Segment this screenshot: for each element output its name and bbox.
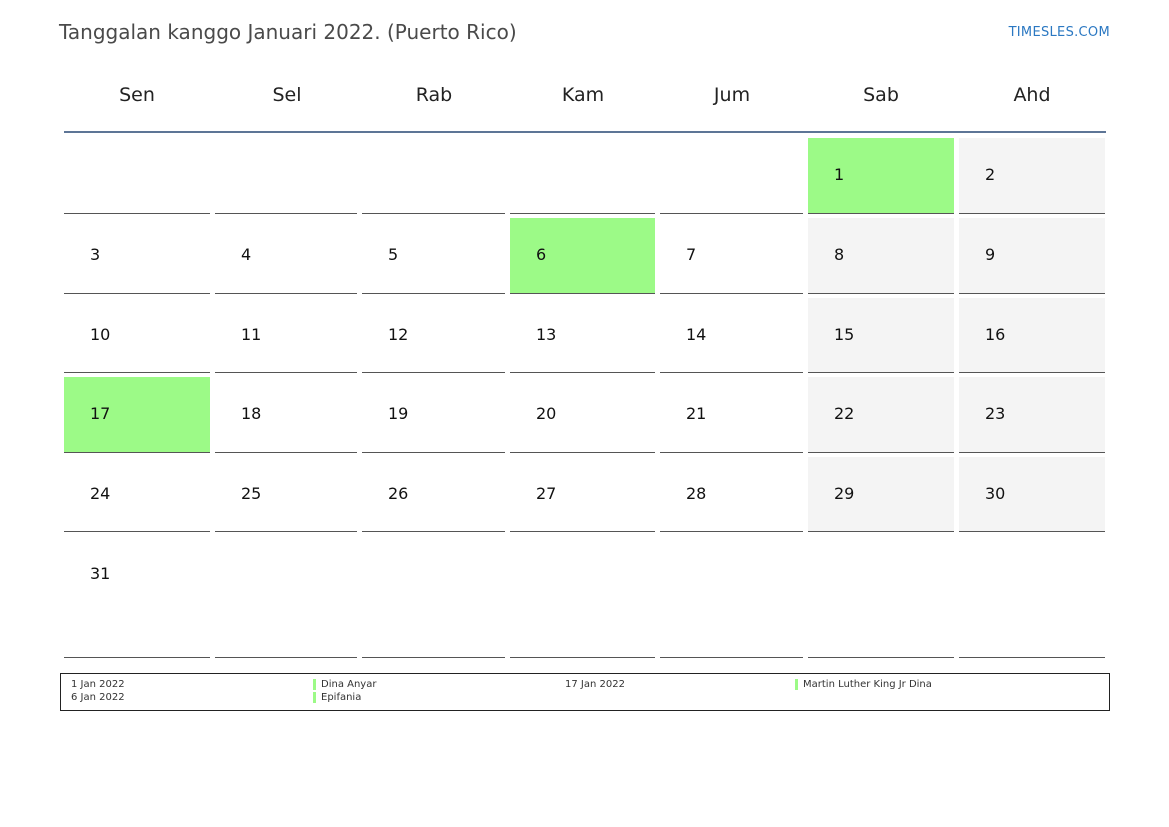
day-cell[interactable]: 26 xyxy=(362,457,505,532)
day-cell[interactable]: 22 xyxy=(808,377,954,453)
day-cell[interactable]: 21 xyxy=(660,377,803,453)
day-number: 11 xyxy=(241,325,262,344)
day-number: 8 xyxy=(834,245,845,264)
weekday-label: Kam xyxy=(561,84,605,106)
empty-cell xyxy=(362,138,505,214)
day-number: 3 xyxy=(90,245,101,264)
weekday-label: Sab xyxy=(863,84,899,106)
weekday-label: Sen xyxy=(119,84,155,106)
day-cell[interactable]: 1 xyxy=(808,138,954,214)
day-number: 28 xyxy=(686,484,707,503)
day-cell[interactable]: 18 xyxy=(215,377,357,453)
day-number: 22 xyxy=(834,404,855,423)
day-number: 26 xyxy=(388,484,409,503)
day-number: 7 xyxy=(686,245,697,264)
day-cell[interactable]: 24 xyxy=(64,457,210,532)
legend-date: 1 Jan 2022 xyxy=(71,679,125,690)
day-number: 13 xyxy=(536,325,557,344)
day-cell[interactable]: 16 xyxy=(959,298,1105,373)
day-cell[interactable]: 12 xyxy=(362,298,505,373)
empty-cell xyxy=(660,537,803,658)
empty-cell xyxy=(362,537,505,658)
empty-cell xyxy=(808,537,954,658)
day-cell[interactable]: 23 xyxy=(959,377,1105,453)
legend-holiday-name: Epifania xyxy=(321,692,362,703)
empty-cell xyxy=(215,138,357,214)
day-number: 17 xyxy=(90,404,111,423)
day-number: 29 xyxy=(834,484,855,503)
day-cell[interactable]: 14 xyxy=(660,298,803,373)
day-number: 1 xyxy=(834,165,845,184)
day-number: 16 xyxy=(985,325,1006,344)
weekday-label: Sel xyxy=(272,84,302,106)
weekday-header-row: Sen Sel Rab Kam Jum Sab Ahd xyxy=(64,84,1106,114)
day-number: 10 xyxy=(90,325,111,344)
site-link[interactable]: TIMESLES.COM xyxy=(1008,25,1110,40)
empty-cell xyxy=(510,138,655,214)
legend-color-marker xyxy=(313,692,316,703)
legend-date: 6 Jan 2022 xyxy=(71,692,125,703)
empty-cell xyxy=(510,537,655,658)
weekday-label: Jum xyxy=(713,84,751,106)
legend-color-marker xyxy=(795,679,798,690)
legend-holiday-name: Martin Luther King Jr Dina xyxy=(803,679,932,690)
empty-cell xyxy=(959,537,1105,658)
day-cell[interactable]: 30 xyxy=(959,457,1105,532)
day-number: 23 xyxy=(985,404,1006,423)
day-number: 9 xyxy=(985,245,996,264)
day-cell[interactable]: 31 xyxy=(64,537,210,658)
day-number: 15 xyxy=(834,325,855,344)
day-number: 6 xyxy=(536,245,547,264)
day-cell[interactable]: 20 xyxy=(510,377,655,453)
day-cell[interactable]: 27 xyxy=(510,457,655,532)
day-number: 18 xyxy=(241,404,262,423)
day-cell[interactable]: 10 xyxy=(64,298,210,373)
day-number: 27 xyxy=(536,484,557,503)
day-number: 24 xyxy=(90,484,111,503)
empty-cell xyxy=(215,537,357,658)
day-cell[interactable]: 2 xyxy=(959,138,1105,214)
day-cell[interactable]: 9 xyxy=(959,218,1105,294)
page-title: Tanggalan kanggo Januari 2022. (Puerto R… xyxy=(59,20,517,44)
day-cell[interactable]: 29 xyxy=(808,457,954,532)
day-cell[interactable]: 19 xyxy=(362,377,505,453)
day-cell[interactable]: 17 xyxy=(64,377,210,453)
day-number: 2 xyxy=(985,165,996,184)
day-cell[interactable]: 13 xyxy=(510,298,655,373)
legend-holiday-name: Dina Anyar xyxy=(321,679,377,690)
empty-cell xyxy=(660,138,803,214)
holiday-legend: 1 Jan 2022 Dina Anyar 6 Jan 2022 Epifani… xyxy=(60,673,1110,711)
day-cell[interactable]: 11 xyxy=(215,298,357,373)
day-number: 5 xyxy=(388,245,399,264)
day-cell[interactable]: 25 xyxy=(215,457,357,532)
day-number: 14 xyxy=(686,325,707,344)
day-number: 4 xyxy=(241,245,252,264)
day-number: 19 xyxy=(388,404,409,423)
day-cell[interactable]: 4 xyxy=(215,218,357,294)
weekday-label: Ahd xyxy=(1013,84,1051,106)
day-number: 12 xyxy=(388,325,409,344)
day-cell[interactable]: 5 xyxy=(362,218,505,294)
day-number: 31 xyxy=(90,564,111,583)
empty-cell xyxy=(64,138,210,214)
legend-date: 17 Jan 2022 xyxy=(565,679,625,690)
header-divider xyxy=(64,131,1106,133)
day-cell[interactable]: 28 xyxy=(660,457,803,532)
day-cell[interactable]: 3 xyxy=(64,218,210,294)
day-number: 30 xyxy=(985,484,1006,503)
day-number: 25 xyxy=(241,484,262,503)
day-cell[interactable]: 6 xyxy=(510,218,655,294)
day-number: 21 xyxy=(686,404,707,423)
legend-color-marker xyxy=(313,679,316,690)
day-number: 20 xyxy=(536,404,557,423)
day-cell[interactable]: 15 xyxy=(808,298,954,373)
weekday-label: Rab xyxy=(415,84,453,106)
day-cell[interactable]: 8 xyxy=(808,218,954,294)
day-cell[interactable]: 7 xyxy=(660,218,803,294)
